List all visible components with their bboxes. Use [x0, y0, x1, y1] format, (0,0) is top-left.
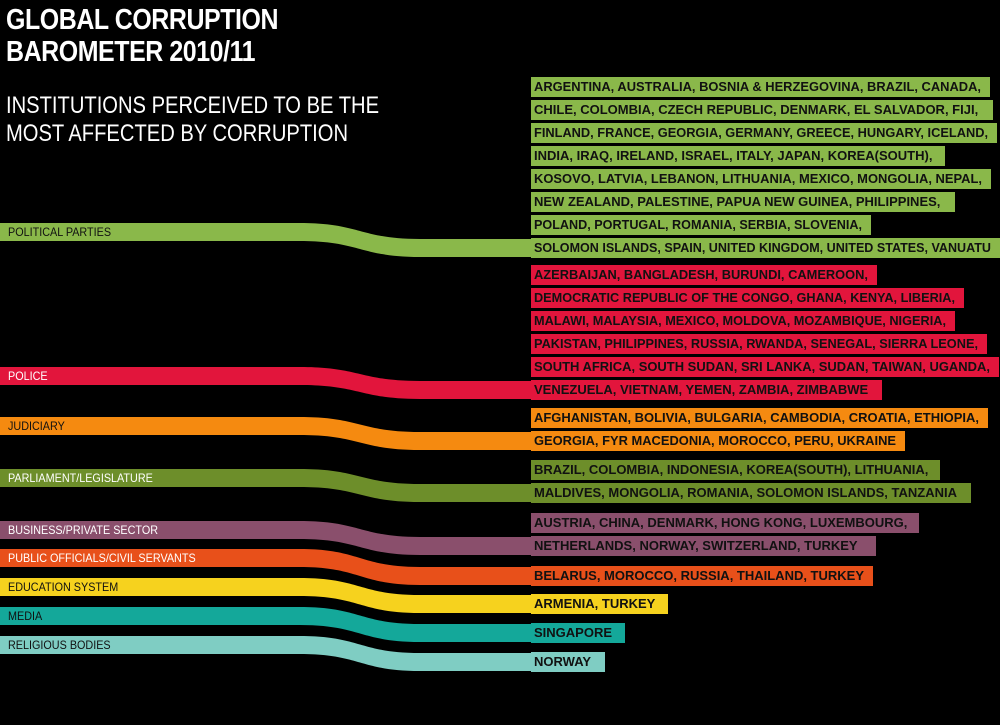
category-label-religious: RELIGIOUS BODIES: [8, 638, 111, 652]
ribbon-judiciary: [0, 417, 531, 450]
country-line-judiciary-2: GEORGIA, FYR MACEDONIA, MOROCCO, PERU, U…: [531, 431, 905, 451]
category-label-public_officials: PUBLIC OFFICIALS/CIVIL SERVANTS: [8, 551, 196, 565]
country-line-judiciary-1: AFGHANISTAN, BOLIVIA, BULGARIA, CAMBODIA…: [531, 408, 988, 428]
category-label-judiciary: JUDICIARY: [8, 419, 65, 433]
country-line-public_officials-1: BELARUS, MOROCCO, RUSSIA, THAILAND, TURK…: [531, 566, 873, 586]
category-label-parliament: PARLIAMENT/LEGISLATURE: [8, 471, 153, 485]
country-line-police-6: VENEZUELA, VIETNAM, YEMEN, ZAMBIA, ZIMBA…: [531, 380, 882, 400]
country-line-business-2: NETHERLANDS, NORWAY, SWITZERLAND, TURKEY: [531, 536, 876, 556]
country-line-police-4: PAKISTAN, PHILIPPINES, RUSSIA, RWANDA, S…: [531, 334, 987, 354]
country-line-police-5: SOUTH AFRICA, SOUTH SUDAN, SRI LANKA, SU…: [531, 357, 999, 377]
category-label-police: POLICE: [8, 369, 48, 383]
country-line-political_parties-7: POLAND, PORTUGAL, ROMANIA, SERBIA, SLOVE…: [531, 215, 871, 235]
country-line-police-2: DEMOCRATIC REPUBLIC OF THE CONGO, GHANA,…: [531, 288, 964, 308]
country-line-political_parties-1: ARGENTINA, AUSTRALIA, BOSNIA & HERZEGOVI…: [531, 77, 990, 97]
country-line-political_parties-8: SOLOMON ISLANDS, SPAIN, UNITED KINGDOM, …: [531, 238, 1000, 258]
country-line-political_parties-4: INDIA, IRAQ, IRELAND, ISRAEL, ITALY, JAP…: [531, 146, 945, 166]
country-line-police-3: MALAWI, MALAYSIA, MEXICO, MOLDOVA, MOZAM…: [531, 311, 955, 331]
category-label-media: MEDIA: [8, 609, 42, 623]
country-line-political_parties-3: FINLAND, FRANCE, GEORGIA, GERMANY, GREEC…: [531, 123, 997, 143]
country-line-political_parties-5: KOSOVO, LATVIA, LEBANON, LITHUANIA, MEXI…: [531, 169, 991, 189]
country-line-police-1: AZERBAIJAN, BANGLADESH, BURUNDI, CAMEROO…: [531, 265, 877, 285]
ribbon-police: [0, 367, 531, 399]
country-line-business-1: AUSTRIA, CHINA, DENMARK, HONG KONG, LUXE…: [531, 513, 919, 533]
country-line-political_parties-6: NEW ZEALAND, PALESTINE, PAPUA NEW GUINEA…: [531, 192, 955, 212]
country-line-parliament-2: MALDIVES, MONGOLIA, ROMANIA, SOLOMON ISL…: [531, 483, 971, 503]
category-label-political_parties: POLITICAL PARTIES: [8, 225, 111, 239]
country-line-religious-1: NORWAY: [531, 652, 605, 672]
country-line-parliament-1: BRAZIL, COLOMBIA, INDONESIA, KOREA(SOUTH…: [531, 460, 940, 480]
category-label-education: EDUCATION SYSTEM: [8, 580, 118, 594]
category-label-business: BUSINESS/PRIVATE SECTOR: [8, 523, 158, 537]
country-line-political_parties-2: CHILE, COLOMBIA, CZECH REPUBLIC, DENMARK…: [531, 100, 993, 120]
country-line-education-1: ARMENIA, TURKEY: [531, 594, 668, 614]
country-line-media-1: SINGAPORE: [531, 623, 625, 643]
